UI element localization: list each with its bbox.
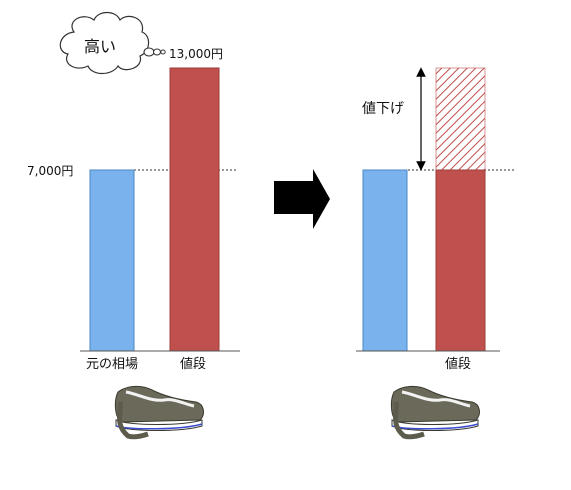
reduction-hatched-bar	[435, 67, 486, 171]
price-high-label: 13,000円	[169, 47, 223, 61]
price-bar-right	[435, 169, 486, 352]
thought-bubble: 高い	[59, 11, 166, 75]
category-price-label-right: 値段	[445, 356, 471, 372]
right-arrow-icon	[274, 169, 330, 229]
left-panel: 7,000円 13,000円 元の相場 値段 高い	[27, 11, 240, 440]
category-price-label: 値段	[180, 356, 206, 372]
market-price-bar	[89, 169, 135, 352]
sneaker-icon-right	[390, 385, 480, 440]
market-price-bar-right	[362, 169, 408, 352]
price-base-label: 7,000円	[27, 164, 73, 178]
price-bar	[169, 67, 220, 352]
thought-bubble-text: 高い	[84, 37, 116, 56]
reduction-label: 値下げ	[362, 101, 404, 117]
category-market-label: 元の相場	[86, 357, 138, 372]
sneaker-icon	[114, 385, 204, 440]
right-panel: 値下げ 値段	[356, 67, 516, 440]
